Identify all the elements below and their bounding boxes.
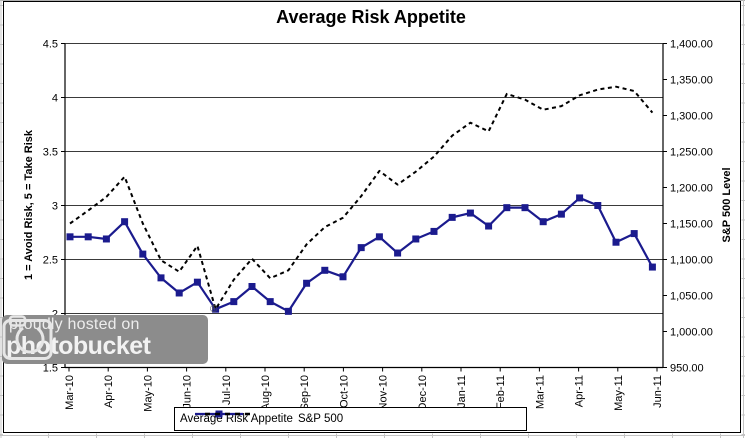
svg-text:Aug-10: Aug-10: [260, 375, 272, 410]
svg-text:3: 3: [52, 201, 58, 213]
legend-label-sp500: S&P 500: [297, 413, 344, 425]
svg-text:1,350.00: 1,350.00: [670, 75, 713, 87]
svg-text:1.5: 1.5: [43, 363, 58, 375]
svg-text:May-11: May-11: [613, 375, 625, 411]
svg-text:Jun-10: Jun-10: [182, 375, 194, 409]
svg-text:2: 2: [52, 309, 58, 321]
watermark-brand: photobucket: [6, 332, 151, 360]
svg-text:Jun-11: Jun-11: [652, 375, 664, 408]
svg-text:Sep-10: Sep-10: [299, 375, 311, 410]
svg-text:1,250.00: 1,250.00: [670, 147, 713, 159]
svg-text:3.5: 3.5: [43, 147, 58, 159]
svg-text:950.00: 950.00: [670, 363, 704, 375]
svg-text:Dec-10: Dec-10: [417, 375, 429, 410]
svg-text:1,000.00: 1,000.00: [670, 327, 713, 339]
chart-title: Average Risk Appetite: [276, 7, 466, 27]
svg-text:4.5: 4.5: [43, 39, 58, 51]
axes: [61, 43, 667, 372]
risk-appetite-series: [66, 194, 656, 315]
svg-text:Apr-10: Apr-10: [103, 375, 115, 408]
legend: Average Risk Appetite S&P 500: [174, 407, 527, 431]
svg-text:Oct-10: Oct-10: [338, 375, 350, 408]
axis-tick-labels: 4.5 4 3.5 3 2.5 2 1.5 1,400.00 1,350.00 1,300.00 1…: [43, 39, 713, 412]
svg-text:Mar-10: Mar-10: [64, 375, 76, 410]
svg-text:4: 4: [52, 93, 58, 105]
svg-text:1,050.00: 1,050.00: [670, 291, 713, 303]
photobucket-camera-icon: [2, 315, 53, 360]
svg-text:Feb-11: Feb-11: [495, 375, 507, 409]
legend-line-sample-sp500: [205, 412, 253, 416]
svg-text:1,100.00: 1,100.00: [670, 255, 713, 267]
svg-text:2.5: 2.5: [43, 255, 58, 267]
svg-text:Jan-11: Jan-11: [456, 375, 468, 408]
svg-text:May-10: May-10: [142, 375, 154, 412]
gridlines: [65, 43, 663, 314]
svg-text:Apr-11: Apr-11: [574, 375, 586, 407]
registered-trademark-mark: ®: [210, 304, 218, 315]
svg-text:Mar-11: Mar-11: [534, 375, 546, 409]
svg-text:1,150.00: 1,150.00: [670, 219, 713, 231]
sp500-series: [69, 85, 654, 311]
svg-text:Jul-10: Jul-10: [221, 375, 233, 405]
photobucket-watermark[interactable]: proudly hosted on photobucket: [2, 315, 208, 364]
svg-text:1,200.00: 1,200.00: [670, 183, 713, 195]
right-axis-title: S&P 500 Level: [721, 167, 733, 243]
legend-label-risk-appetite: Average Risk Appetite: [180, 413, 293, 425]
svg-text:Nov-10: Nov-10: [378, 375, 390, 410]
svg-text:1,400.00: 1,400.00: [670, 39, 713, 51]
svg-text:1,300.00: 1,300.00: [670, 111, 713, 123]
